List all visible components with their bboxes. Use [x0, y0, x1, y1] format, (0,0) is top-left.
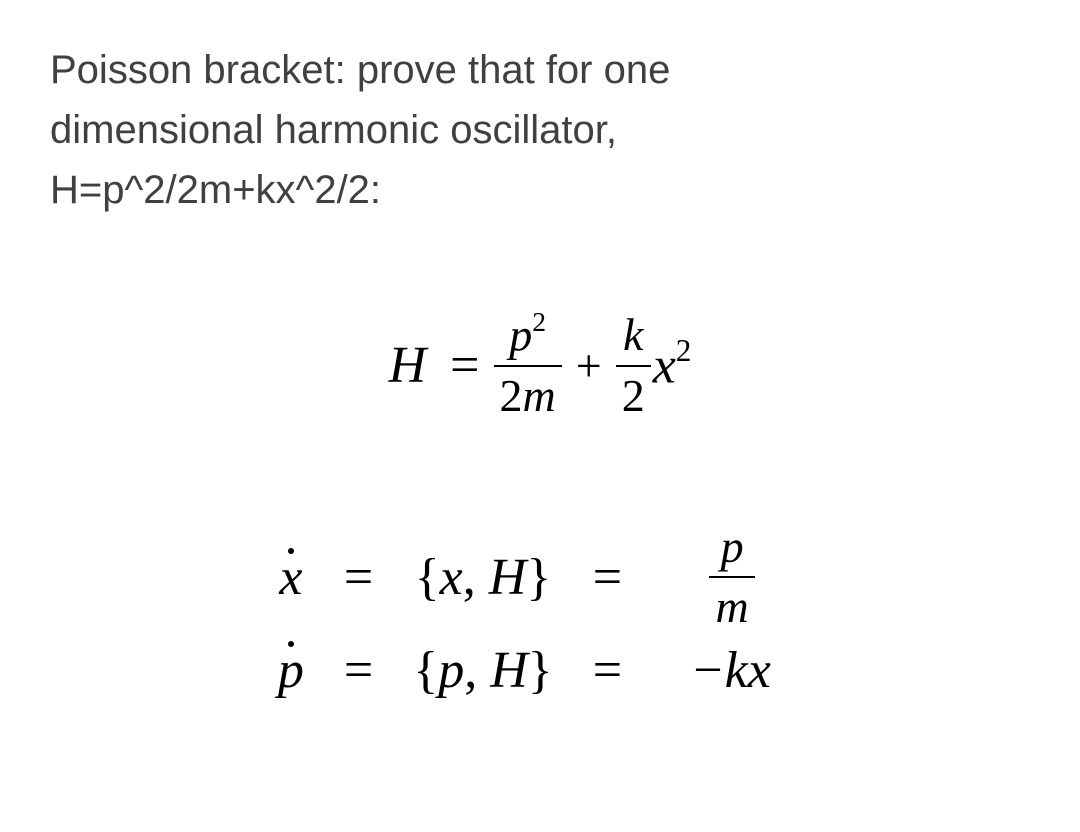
equals-sign: = — [450, 336, 479, 395]
brace-close: } — [526, 549, 551, 606]
brace-open: { — [413, 642, 438, 699]
x-squared: x2 — [653, 336, 692, 395]
kx-term: kx — [725, 642, 771, 699]
x-var: x — [653, 337, 676, 394]
equals-sign: = — [593, 548, 622, 607]
equals-sign: = — [344, 641, 373, 700]
brace-open: { — [415, 549, 440, 606]
comma: , — [464, 642, 477, 699]
sup-2: 2 — [676, 333, 692, 368]
equals-sign: = — [344, 548, 373, 607]
prompt-line-1: Poisson bracket: prove that for one — [50, 40, 1030, 100]
frac-num-k: k — [617, 310, 649, 361]
xdot: x — [278, 548, 304, 607]
frac-num: p2 — [503, 310, 552, 361]
x-dot-var: x — [279, 548, 302, 607]
m-var: m — [523, 370, 556, 421]
equations-of-motion: x = {x, H} = p m p = {p, H} = — [50, 522, 1030, 700]
p-var: p — [715, 522, 750, 573]
p-over-m: p m — [662, 522, 802, 633]
pdot: p — [278, 641, 304, 700]
p-var: p — [438, 642, 464, 699]
poisson-bracket-xH: {x, H} — [413, 548, 553, 607]
hamiltonian-equation: H = p2 2m + k 2 x2 — [50, 310, 1030, 422]
problem-statement: Poisson bracket: prove that for one dime… — [50, 40, 1030, 220]
prompt-line-2: dimensional harmonic oscillator, — [50, 100, 1030, 160]
brace-close: } — [528, 642, 553, 699]
frac-den-2: 2 — [616, 371, 651, 422]
prompt-line-3: H=p^2/2m+kx^2/2: — [50, 160, 1030, 220]
fraction-p-m: p m — [709, 522, 754, 633]
p-var: p — [509, 309, 532, 360]
p-dot-var: p — [278, 641, 304, 700]
minus-kx: −kx — [662, 641, 802, 700]
plus-sign: + — [576, 339, 602, 392]
x-var: x — [440, 549, 463, 606]
fraction-k-2: k 2 — [616, 310, 651, 421]
m-var: m — [709, 582, 754, 633]
frac-den: 2m — [494, 371, 562, 422]
poisson-bracket-pH: {p, H} — [413, 641, 553, 700]
coef-2: 2 — [500, 370, 523, 421]
H-var: H — [489, 549, 527, 606]
sup-2: 2 — [532, 306, 546, 337]
equals-sign: = — [593, 641, 622, 700]
minus-sign: − — [693, 641, 722, 700]
frac-bar — [616, 365, 651, 367]
hamiltonian-lhs: H — [389, 336, 427, 395]
math-area: H = p2 2m + k 2 x2 — [50, 310, 1030, 700]
fraction-p2-2m: p2 2m — [494, 310, 562, 422]
page: Poisson bracket: prove that for one dime… — [0, 0, 1080, 740]
comma: , — [463, 549, 476, 606]
frac-bar — [494, 365, 562, 367]
frac-bar — [709, 576, 754, 578]
H-var: H — [490, 642, 528, 699]
